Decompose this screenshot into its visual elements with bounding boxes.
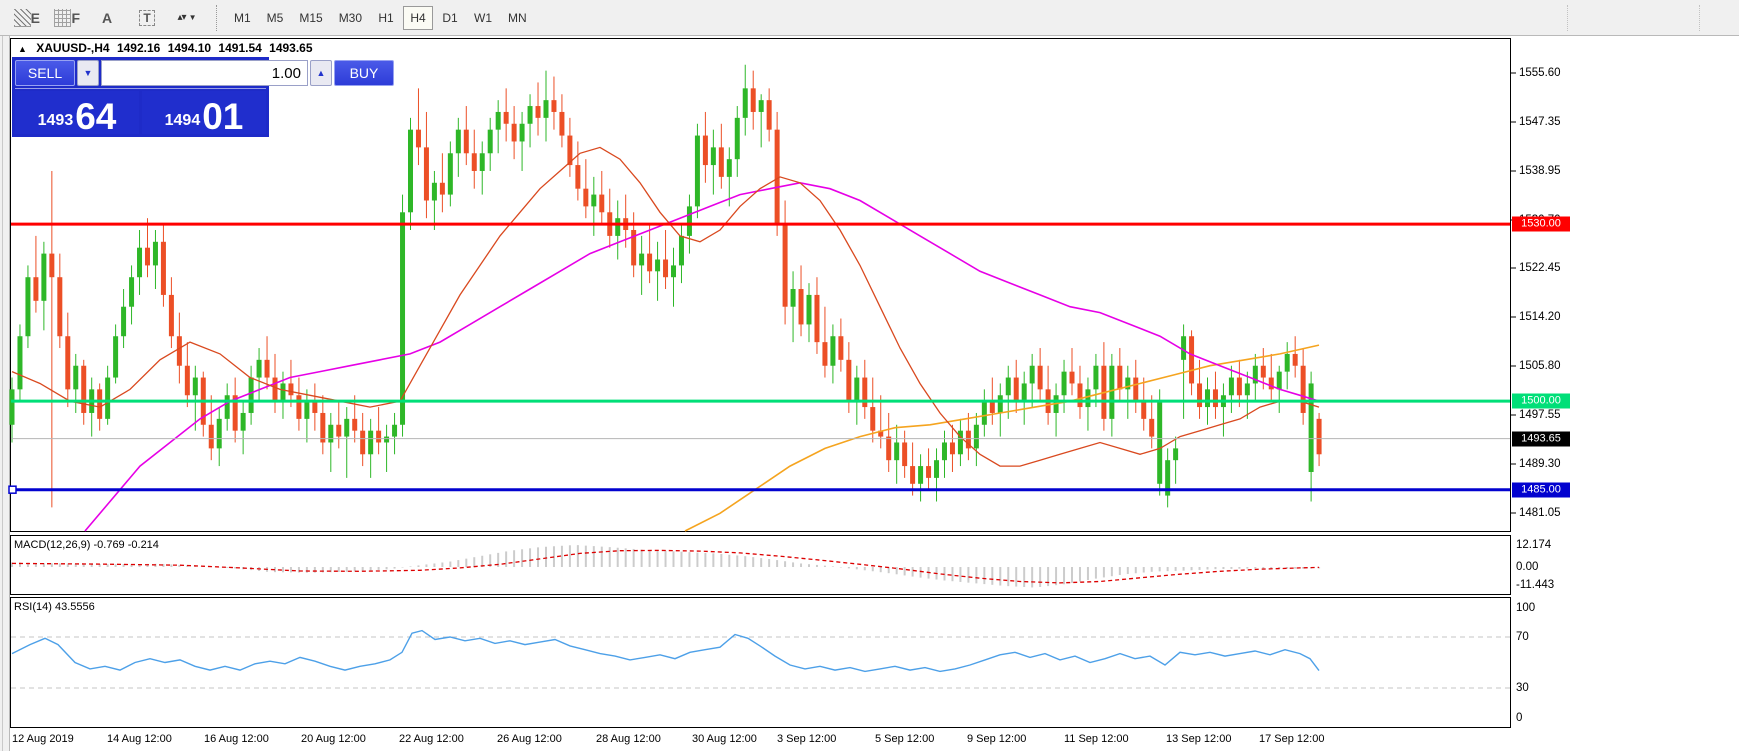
timeframe-button-m30[interactable]: M30 bbox=[338, 10, 363, 25]
icon-sub-f: F bbox=[71, 9, 80, 26]
cursor-arrows-glyph: ▴▾ bbox=[177, 12, 187, 23]
one-click-trade-widget: SELL ▼ ▲ BUY 1493 64 1494 01 bbox=[12, 57, 394, 137]
boxed-t-glyph: T bbox=[139, 9, 155, 26]
price-line-badge[interactable]: 1485.00 bbox=[1512, 482, 1570, 498]
sell-price-small: 1493 bbox=[37, 112, 74, 129]
price-axis[interactable] bbox=[1511, 36, 1739, 751]
toolbar-icon-group: E F A T ▴▾ ▼ bbox=[0, 7, 200, 29]
price-axis-tick: 1555.60 bbox=[1519, 67, 1561, 79]
text-box-icon[interactable]: T bbox=[134, 7, 160, 29]
time-axis-label: 13 Sep 12:00 bbox=[1166, 733, 1232, 745]
chart-hatch-e-icon[interactable]: E bbox=[14, 7, 40, 29]
timeframe-button-d1[interactable]: D1 bbox=[442, 10, 458, 25]
rsi-axis-tick: 0 bbox=[1516, 712, 1523, 724]
time-axis-label: 11 Sep 12:00 bbox=[1064, 733, 1129, 745]
buy-price-display[interactable]: 1494 01 bbox=[142, 91, 266, 137]
timeframe-button-h4[interactable]: H4 bbox=[403, 5, 434, 30]
macd-axis-tick: -11.443 bbox=[1516, 579, 1555, 591]
toolbar-separator bbox=[1699, 5, 1700, 31]
time-axis-label: 16 Aug 12:00 bbox=[204, 733, 269, 745]
time-axis-label: 14 Aug 12:00 bbox=[107, 733, 172, 745]
volume-increase-button[interactable]: ▲ bbox=[310, 60, 332, 86]
buy-price-small: 1494 bbox=[164, 112, 201, 129]
left-dock-edge bbox=[0, 36, 10, 751]
price-axis-tick: 1538.95 bbox=[1519, 165, 1561, 177]
price-line-badge[interactable]: 1500.00 bbox=[1512, 393, 1570, 409]
sell-price-big: 64 bbox=[75, 95, 117, 137]
close-value: 1493.65 bbox=[269, 41, 313, 55]
current-price-badge: 1493.65 bbox=[1512, 431, 1570, 447]
rsi-axis-tick: 30 bbox=[1516, 682, 1529, 694]
timeframe-button-m15[interactable]: M15 bbox=[299, 10, 323, 25]
toolbar-separator bbox=[216, 4, 217, 31]
price-axis-tick: 1489.30 bbox=[1519, 458, 1561, 470]
chevron-down-icon[interactable]: ▼ bbox=[188, 13, 197, 22]
time-axis-label: 26 Aug 12:00 bbox=[497, 733, 562, 745]
volume-input[interactable] bbox=[101, 60, 308, 86]
time-axis-label: 17 Sep 12:00 bbox=[1259, 733, 1325, 745]
time-axis-label: 22 Aug 12:00 bbox=[399, 733, 464, 745]
high-value: 1494.10 bbox=[167, 41, 212, 55]
time-axis[interactable] bbox=[10, 728, 1511, 751]
collapse-triangle-icon[interactable]: ▲ bbox=[18, 44, 27, 54]
time-axis-label: 20 Aug 12:00 bbox=[301, 733, 366, 745]
time-axis-label: 28 Aug 12:00 bbox=[596, 733, 661, 745]
time-axis-label: 5 Sep 12:00 bbox=[875, 733, 935, 745]
rsi-axis-tick: 100 bbox=[1516, 602, 1536, 614]
time-axis-label: 12 Aug 2019 bbox=[12, 733, 74, 745]
volume-decrease-button[interactable]: ▼ bbox=[77, 60, 99, 86]
timeframe-button-group: M1 M5 M15 M30 H1 H4 D1 W1 MN bbox=[227, 5, 534, 30]
open-value: 1492.16 bbox=[116, 41, 161, 55]
buy-price-big: 01 bbox=[202, 95, 244, 137]
text-label-icon[interactable]: A bbox=[101, 9, 113, 26]
price-axis-tick: 1497.55 bbox=[1519, 409, 1561, 421]
toolbar-separator bbox=[1567, 5, 1568, 31]
grid-glyph bbox=[54, 8, 72, 27]
price-axis-tick: 1514.20 bbox=[1519, 311, 1561, 323]
rsi-panel[interactable] bbox=[10, 597, 1511, 728]
symbol-label: XAUUSD-,H4 bbox=[36, 41, 110, 55]
price-axis-tick: 1547.35 bbox=[1519, 116, 1561, 128]
timeframe-button-w1[interactable]: W1 bbox=[474, 10, 493, 25]
rsi-axis-tick: 70 bbox=[1516, 631, 1529, 643]
grid-f-icon[interactable]: F bbox=[54, 7, 80, 29]
price-axis-tick: 1481.05 bbox=[1519, 507, 1561, 519]
timeframe-button-h1[interactable]: H1 bbox=[378, 10, 394, 25]
sell-button[interactable]: SELL bbox=[15, 60, 75, 86]
macd-label: MACD(12,26,9) -0.769 -0.214 bbox=[14, 539, 159, 551]
cursor-tools-icon[interactable]: ▴▾ ▼ bbox=[174, 7, 200, 29]
time-axis-label: 3 Sep 12:00 bbox=[777, 733, 837, 745]
timeframe-button-m5[interactable]: M5 bbox=[266, 10, 284, 25]
rsi-label: RSI(14) 43.5556 bbox=[14, 601, 95, 613]
chart-title[interactable]: ▲ XAUUSD-,H4 1492.16 1494.10 1491.54 149… bbox=[18, 41, 317, 55]
low-value: 1491.54 bbox=[218, 41, 262, 55]
price-axis-tick: 1505.80 bbox=[1519, 360, 1561, 372]
time-axis-label: 30 Aug 12:00 bbox=[692, 733, 757, 745]
price-line-badge[interactable]: 1530.00 bbox=[1512, 216, 1570, 232]
icon-sub-e: E bbox=[30, 9, 40, 26]
hatch-glyph bbox=[14, 8, 31, 27]
macd-panel[interactable] bbox=[10, 535, 1511, 595]
timeframe-button-mn[interactable]: MN bbox=[508, 10, 527, 25]
time-axis-label: 9 Sep 12:00 bbox=[967, 733, 1027, 745]
toolbar: E F A T ▴▾ ▼ M1 M5 M15 M30 H1 H4 D1 W1 MN bbox=[0, 0, 1739, 36]
sell-price-display[interactable]: 1493 64 bbox=[15, 91, 139, 137]
timeframe-button-m1[interactable]: M1 bbox=[234, 10, 251, 25]
price-axis-tick: 1522.45 bbox=[1519, 262, 1561, 274]
macd-axis-tick: 12.174 bbox=[1516, 539, 1552, 551]
buy-button[interactable]: BUY bbox=[334, 60, 394, 86]
macd-axis-tick: 0.00 bbox=[1516, 561, 1539, 573]
